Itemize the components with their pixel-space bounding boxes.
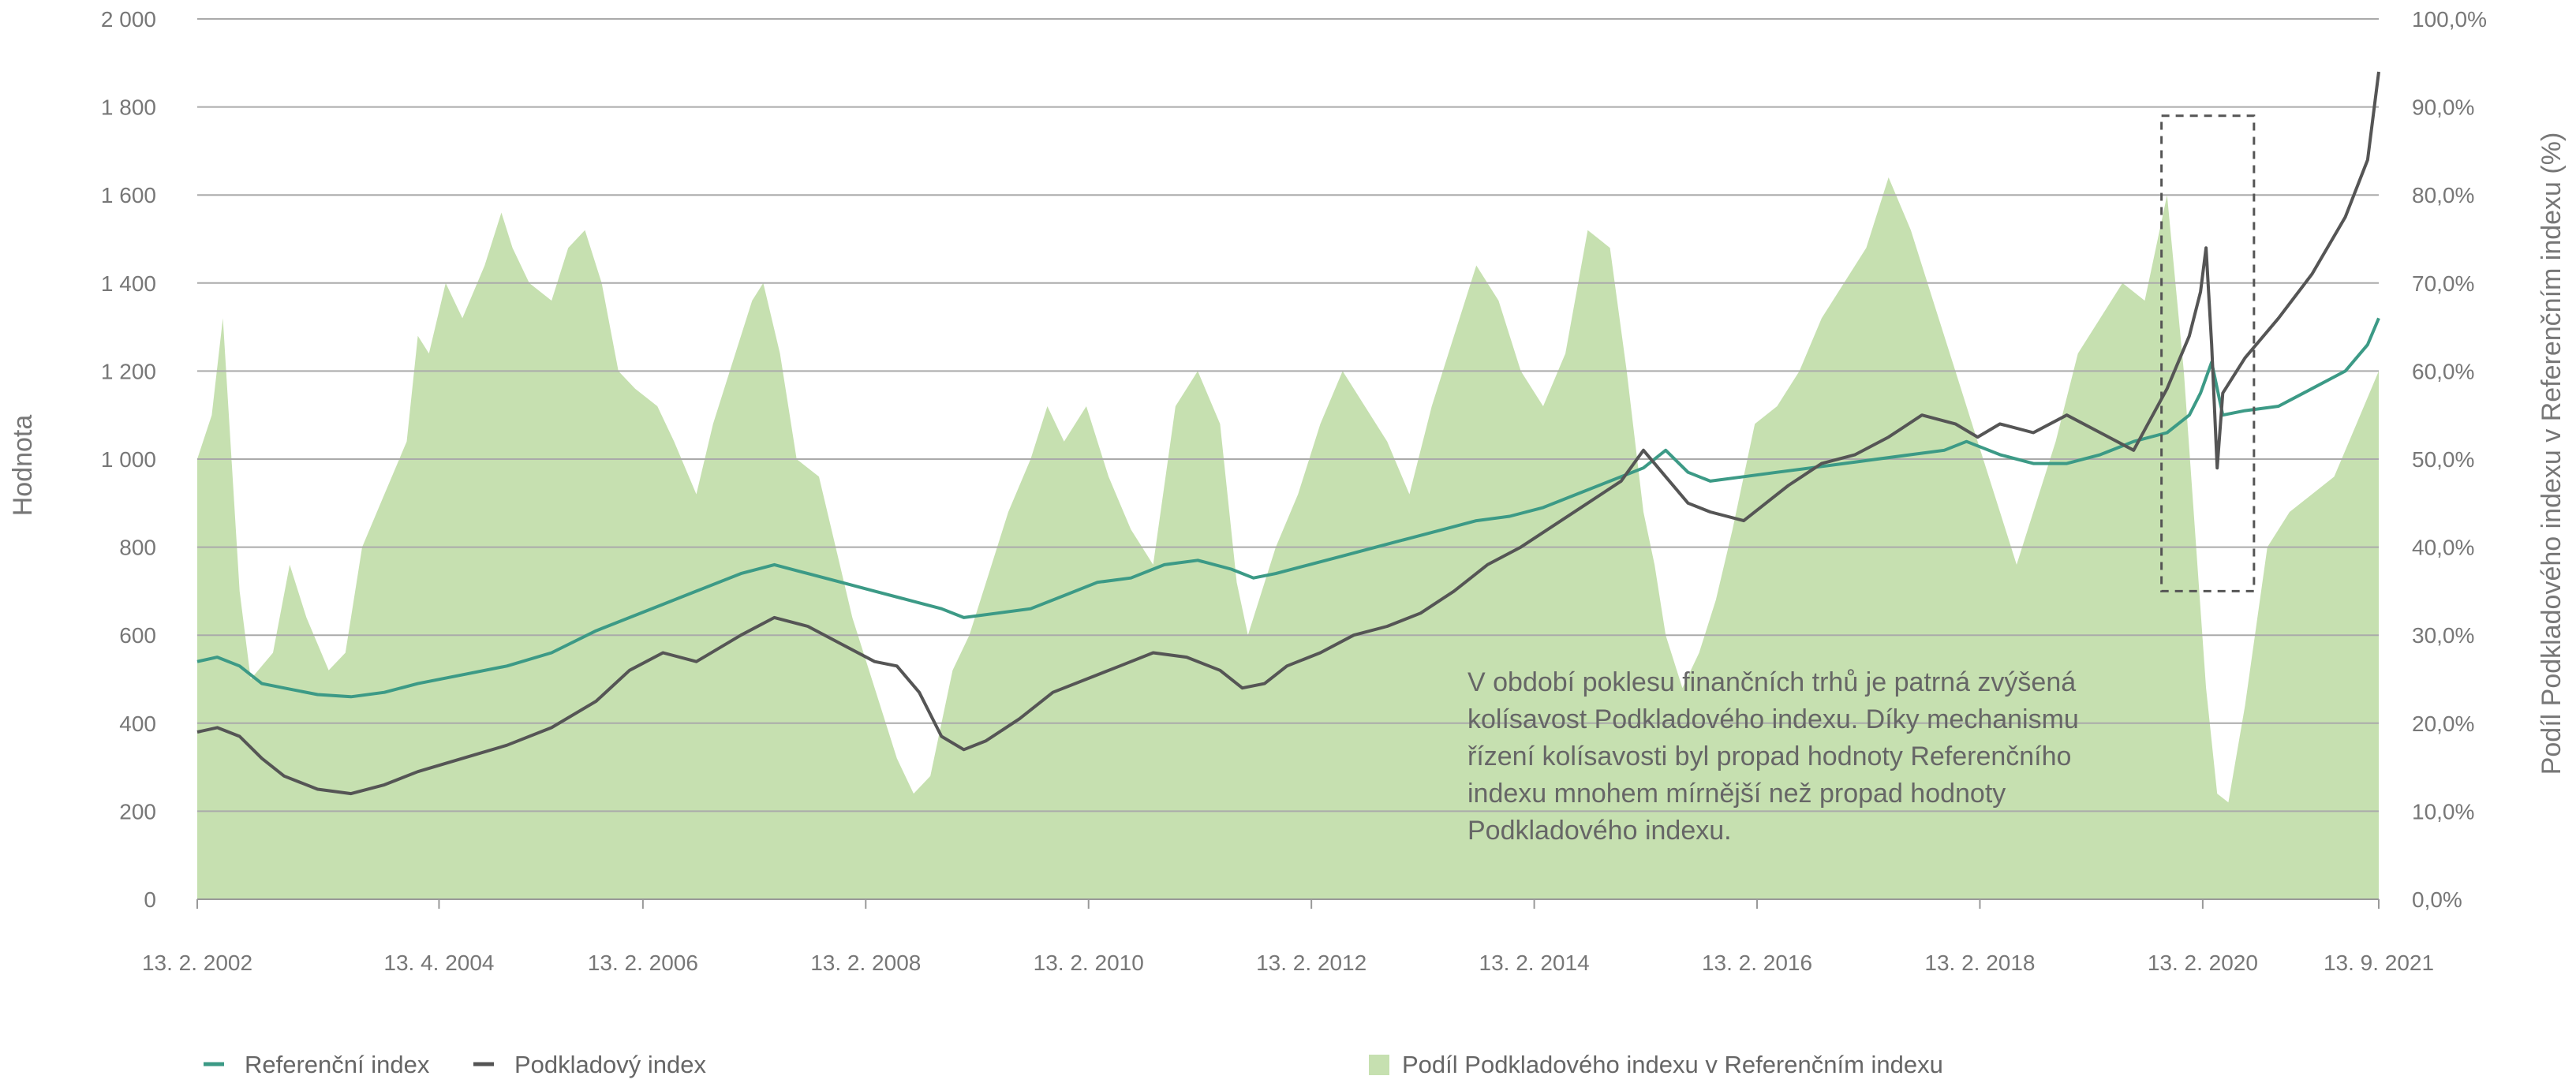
y-left-tick-label: 2 000 xyxy=(101,7,156,32)
legend-label-podil: Podíl Podkladového indexu v Referenčním … xyxy=(1402,1051,1943,1078)
legend-label-podkladovy: Podkladový index xyxy=(514,1051,706,1078)
left-axis-title: Hodnota xyxy=(8,415,38,517)
legend: Referenční index Podkladový index Podíl … xyxy=(204,1051,1943,1078)
legend-swatch-podil xyxy=(1369,1055,1389,1075)
x-tick-label: 13. 2. 2006 xyxy=(588,951,698,975)
y-left-tick-label: 1 000 xyxy=(101,447,156,472)
y-right-tick-label: 10,0% xyxy=(2412,799,2474,824)
x-tick-label: 13. 4. 2004 xyxy=(383,951,494,975)
x-tick-label: 13. 9. 2021 xyxy=(2324,951,2434,975)
x-tick-label: 13. 2. 2002 xyxy=(142,951,252,975)
legend-item-podkladovy: Podkladový index xyxy=(473,1051,706,1078)
y-right-tick-label: 40,0% xyxy=(2412,536,2474,560)
y-right-tick-label: 90,0% xyxy=(2412,95,2474,120)
y-left-tick-label: 1 400 xyxy=(101,271,156,296)
y-left-tick-label: 200 xyxy=(119,799,156,824)
x-tick-label: 13. 2. 2016 xyxy=(1702,951,1812,975)
right-axis-title: Podíl Podkladového indexu v Referenčním … xyxy=(2537,133,2567,775)
annotation-line-2: kolísavost Podkladového indexu. Díky mec… xyxy=(1467,704,2079,734)
y-left-tick-label: 400 xyxy=(119,712,156,736)
y-right-tick-label: 30,0% xyxy=(2412,623,2474,648)
y-right-tick-label: 80,0% xyxy=(2412,183,2474,207)
y-right-tick-label: 0,0% xyxy=(2412,887,2462,912)
annotation-line-1: V období poklesu finančních trhů je patr… xyxy=(1467,667,2076,697)
annotation-line-5: Podkladového indexu. xyxy=(1467,816,1732,846)
y-right-tick-label: 100,0% xyxy=(2412,7,2487,32)
highlight-box xyxy=(2160,114,2256,592)
y-left-tick-label: 1 800 xyxy=(101,95,156,120)
x-tick-label: 13. 2. 2012 xyxy=(1256,951,1367,975)
legend-item-referencni: Referenční index xyxy=(204,1051,430,1078)
gridlines xyxy=(196,18,2380,909)
y-left-tick-label: 0 xyxy=(144,887,156,912)
y-left-tick-label: 600 xyxy=(119,623,156,648)
annotation: V období poklesu finančních trhů je patr… xyxy=(1467,667,2079,846)
y-right-tick-label: 60,0% xyxy=(2412,359,2474,383)
y-right-tick-label: 50,0% xyxy=(2412,447,2474,472)
x-tick-label: 13. 2. 2014 xyxy=(1479,951,1590,975)
y-left-tick-label: 1 200 xyxy=(101,359,156,383)
legend-item-podil: Podíl Podkladového indexu v Referenčním … xyxy=(1369,1051,1943,1078)
y-left-tick-label: 1 600 xyxy=(101,183,156,207)
y-right-tick-label: 70,0% xyxy=(2412,271,2474,296)
series-lines xyxy=(196,71,2380,796)
share-area-layer xyxy=(197,177,2379,899)
x-tick-label: 13. 2. 2018 xyxy=(1924,951,2035,975)
referencni-index-line xyxy=(196,317,2380,699)
x-tick-label: 13. 2. 2008 xyxy=(810,951,921,975)
tick-labels: 2 000 1 800 1 600 1 400 1 200 1 000 800 600 400 2… xyxy=(101,7,2487,975)
y-left-tick-label: 800 xyxy=(119,536,156,560)
y-right-tick-label: 20,0% xyxy=(2412,712,2474,736)
share-area xyxy=(197,177,2379,899)
annotation-line-3: řízení kolísavosti byl propad hodnoty Re… xyxy=(1467,741,2071,771)
x-tick-label: 13. 2. 2020 xyxy=(2148,951,2258,975)
legend-label-referencni: Referenční index xyxy=(245,1051,430,1078)
podkladovy-index-line xyxy=(196,71,2380,796)
x-tick-label: 13. 2. 2010 xyxy=(1034,951,1144,975)
highlight-box-layer xyxy=(2160,114,2256,592)
annotation-line-4: indexu mnohem mírnější než propad hodnot… xyxy=(1467,779,2006,809)
